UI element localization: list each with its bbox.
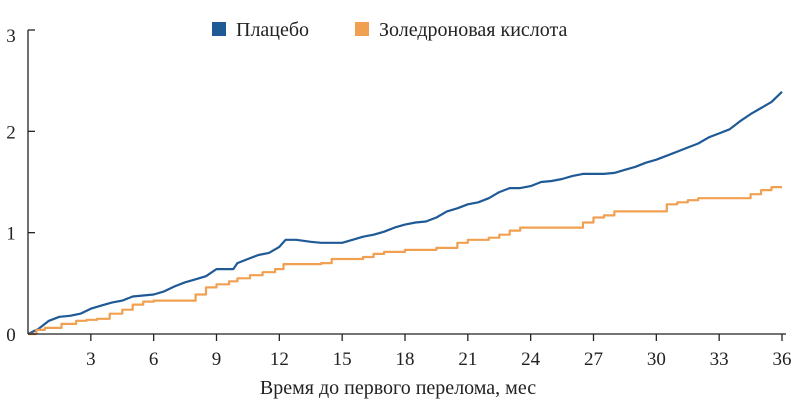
x-tick-label: 3 bbox=[86, 349, 96, 370]
y-tick-label: 0 bbox=[6, 325, 16, 346]
legend-swatch-placebo bbox=[212, 22, 226, 36]
x-tick-label: 24 bbox=[521, 349, 541, 370]
x-tick-label: 6 bbox=[149, 349, 159, 370]
x-tick-label: 15 bbox=[333, 349, 352, 370]
x-tick-label: 9 bbox=[212, 349, 222, 370]
y-tick-label: 2 bbox=[6, 122, 16, 143]
y-axis-ticks: 0 1 2 3 bbox=[6, 26, 35, 346]
x-tick-label: 18 bbox=[396, 349, 415, 370]
x-tick-label: 27 bbox=[584, 349, 603, 370]
x-tick-label: 30 bbox=[647, 349, 666, 370]
x-axis-title: Время до первого перелома, мес bbox=[260, 377, 536, 399]
x-tick-label: 33 bbox=[710, 349, 729, 370]
y-tick-label: 1 bbox=[6, 224, 16, 245]
x-tick-label: 21 bbox=[458, 349, 477, 370]
x-tick-label: 12 bbox=[270, 349, 289, 370]
legend-swatch-zoledronic bbox=[355, 22, 369, 36]
plot-area bbox=[27, 91, 783, 336]
x-axis-ticks: 3 6 9 12 15 18 21 24 27 30 33 36 bbox=[86, 334, 792, 370]
legend-label-zoledronic: Золедроновая кислота bbox=[379, 19, 567, 41]
series-line-0 bbox=[27, 91, 783, 335]
y-tick-label: 3 bbox=[6, 26, 16, 47]
legend: Плацебо Золедроновая кислота bbox=[212, 19, 567, 41]
x-tick-label: 36 bbox=[773, 349, 792, 370]
series-line-1 bbox=[28, 186, 782, 336]
legend-label-placebo: Плацебо bbox=[236, 19, 309, 41]
